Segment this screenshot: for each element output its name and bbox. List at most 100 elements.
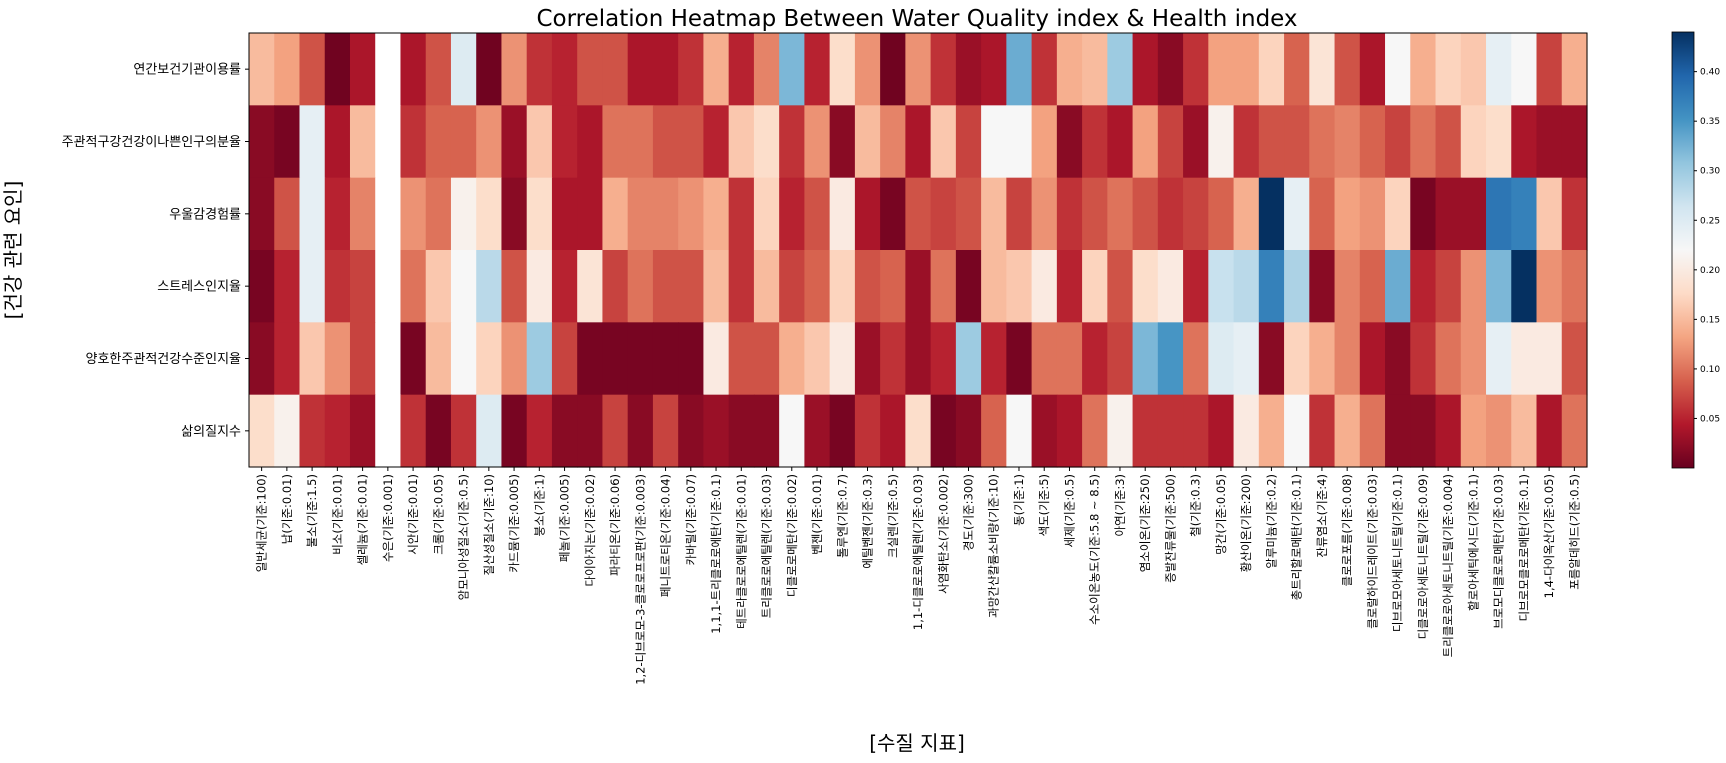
heatmap-cell [299, 250, 326, 323]
heatmap-cell [880, 33, 906, 106]
heatmap-cell [526, 250, 553, 323]
heatmap-cell [1183, 177, 1209, 251]
heatmap-cell [501, 250, 528, 323]
colorbar-tick-label: 0.35 [1700, 117, 1720, 127]
heatmap-cell [779, 322, 805, 396]
heatmap-cell [955, 33, 982, 106]
heatmap-cell [1334, 177, 1361, 251]
heatmap-cell [299, 105, 326, 179]
heatmap-cell [753, 250, 780, 323]
heatmap-cell [1183, 33, 1209, 106]
heatmap-cell [1284, 177, 1310, 251]
column-label: 크실렌(기준:0.5) [886, 474, 900, 558]
heatmap-cell [425, 105, 452, 179]
colorbar-tick-label: 0.25 [1700, 216, 1720, 226]
heatmap-cell [1233, 33, 1260, 106]
column-label: 다이아지논(기준:0.02) [583, 474, 597, 587]
heatmap-cell [1410, 105, 1437, 179]
column-label: 잔류염소(기준:4) [1315, 474, 1329, 558]
heatmap-cell [1435, 33, 1462, 106]
heatmap-cell [1359, 177, 1386, 251]
heatmap-cell [1006, 33, 1033, 106]
heatmap-cell [375, 394, 402, 468]
heatmap-cell [450, 105, 477, 179]
heatmap-cell [854, 250, 881, 323]
heatmap-cell [501, 177, 528, 251]
row-label: 우울감경험률 [169, 207, 241, 222]
heatmap-cell [1284, 33, 1310, 106]
heatmap-cell [1359, 394, 1386, 468]
heatmap-cell [1536, 394, 1563, 468]
heatmap-cell [1385, 105, 1411, 179]
heatmap-cell [551, 177, 578, 251]
heatmap-cell [349, 33, 376, 106]
heatmap-cell [1309, 105, 1336, 179]
heatmap-cell [1536, 177, 1563, 251]
heatmap-cell [678, 250, 705, 323]
heatmap-cell [1031, 33, 1058, 106]
heatmap-cell [627, 250, 654, 323]
heatmap-cell [1056, 250, 1083, 323]
heatmap-cell [880, 394, 906, 468]
column-label: 클로로포름(기준:0.08) [1340, 474, 1354, 587]
heatmap-cell [602, 394, 629, 468]
colorbar [1671, 31, 1695, 469]
column-label: 염소이온(기준:250) [1138, 474, 1152, 572]
colorbar-tick-label: 0.40 [1700, 68, 1720, 78]
heatmap-cell [324, 394, 351, 468]
heatmap-cell [1410, 322, 1437, 396]
heatmap-cell [1460, 33, 1487, 106]
column-label: 총트리할로메탄(기준:0.1) [1290, 474, 1304, 600]
heatmap-cell [1359, 105, 1386, 179]
heatmap-cell [627, 33, 654, 106]
heatmap-cell [1082, 250, 1108, 323]
heatmap-cell [804, 250, 831, 323]
heatmap-cell [526, 322, 553, 396]
heatmap-cell [1385, 394, 1411, 468]
heatmap-cell [1107, 322, 1134, 396]
column-label: 비소(기준:0.01) [330, 474, 344, 555]
heatmap-cell [1107, 177, 1134, 251]
heatmap-cell [299, 33, 326, 106]
heatmap-cell [274, 322, 301, 396]
heatmap-cell [1208, 33, 1235, 106]
column-label: 과망간산칼륨소비량(기준:10) [987, 474, 1001, 618]
heatmap-cell [1511, 105, 1538, 179]
heatmap-cell [1359, 322, 1386, 396]
heatmap-cell [728, 250, 755, 323]
heatmap-cell [349, 250, 376, 323]
heatmap-cell [1536, 33, 1563, 106]
column-label: 할로아세틱에시드(기준:0.1) [1466, 474, 1480, 611]
heatmap-cell [551, 322, 578, 396]
column-label: 증발잔류물(기준:500) [1163, 474, 1177, 583]
heatmap-cell [1258, 33, 1285, 106]
heatmap-cell [1132, 322, 1159, 396]
heatmap-cell [1183, 250, 1209, 323]
heatmap-cell [880, 177, 906, 251]
y-axis-label: [건강 관련 요인] [1, 181, 25, 320]
heatmap-cell [854, 105, 881, 179]
heatmap-cell [299, 322, 326, 396]
heatmap-cell [526, 33, 553, 106]
heatmap-cell [829, 33, 856, 106]
heatmap-cell [728, 105, 755, 179]
heatmap-cell [324, 33, 351, 106]
column-label: 암모니아성질소(기준:0.5) [457, 474, 471, 600]
heatmap-cell [1410, 177, 1437, 251]
column-label: 벤젠(기준:0.01) [810, 474, 824, 555]
heatmap-cell [349, 105, 376, 179]
colorbar-tick-label: 0.30 [1700, 167, 1720, 177]
heatmap-cell [1056, 394, 1083, 468]
heatmap-cell [703, 250, 730, 323]
heatmap-cell [324, 322, 351, 396]
heatmap-cell [450, 394, 477, 468]
heatmap-cell [779, 33, 805, 106]
column-label: 색도(기준:5) [1037, 474, 1051, 536]
heatmap-cell [349, 322, 376, 396]
heatmap-cell [779, 394, 805, 468]
heatmap-cell [829, 105, 856, 179]
heatmap-cell [1132, 105, 1159, 179]
colorbar-ticks: 0.05 0.10 0.15 0.20 0.25 0.30 0.35 0.40 [1694, 68, 1720, 424]
column-labels: 일반세균(기준:100) 납(기준:0.01) 불소(기준:1.5) 비소(기준:0.… [255, 467, 1581, 685]
column-label: 브로모디클로로메탄(기준:0.03) [1492, 474, 1506, 629]
